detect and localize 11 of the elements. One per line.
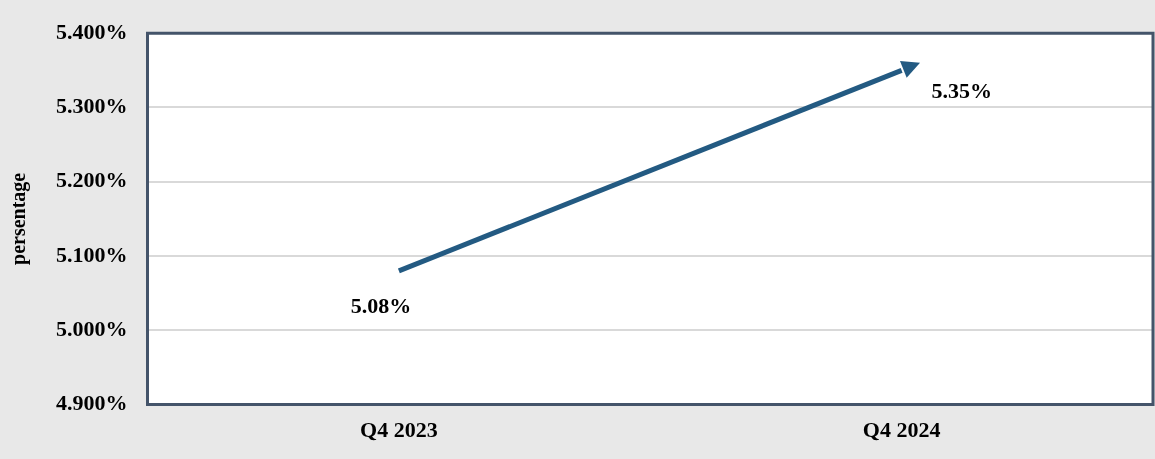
data-label: 5.08% — [350, 292, 412, 318]
x-tick-label: Q4 2024 — [862, 417, 941, 443]
y-tick-label: 5.200% — [56, 167, 128, 193]
y-tick-label: 5.000% — [56, 316, 128, 342]
y-tick-label: 5.400% — [56, 18, 128, 44]
y-tick-label: 5.300% — [56, 93, 128, 119]
y-axis-title: persentage — [7, 172, 31, 265]
data-label: 5.35% — [931, 78, 992, 104]
x-tick-label: Q4 2023 — [360, 417, 438, 443]
y-tick-label: 5.100% — [56, 241, 128, 267]
y-tick-label: 4.900% — [56, 390, 128, 416]
